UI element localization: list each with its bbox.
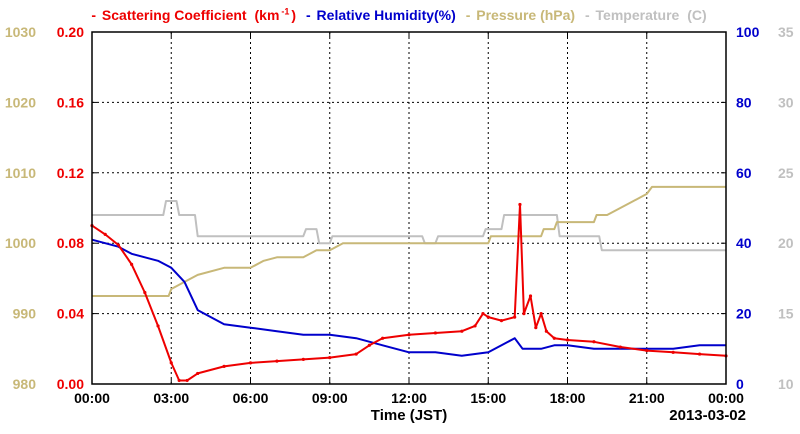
- chart-legend: - Scattering Coefficient (km -1) - Relati…: [0, 6, 800, 23]
- data-point-scattering: [460, 329, 464, 333]
- data-point-scattering: [328, 356, 332, 360]
- y-tick-label-pressure: 1000: [5, 235, 36, 251]
- series-line-scattering: [91, 203, 727, 382]
- x-axis-label: Time (JST): [371, 407, 447, 424]
- data-point-scattering: [196, 371, 200, 376]
- y-tick-label-humidity: 60: [736, 165, 752, 181]
- series-line-pressure: [92, 185, 726, 297]
- y-tick-label-scattering: 0.20: [57, 24, 84, 40]
- y-tick-label-pressure: 980: [13, 376, 37, 392]
- x-tick-label: 18:00: [550, 390, 586, 406]
- legend-humidity: - Relative Humidity(%): [305, 6, 456, 23]
- y-tick-label-humidity: 0: [736, 376, 744, 392]
- data-point-scattering: [513, 315, 517, 319]
- data-point-scattering: [618, 345, 622, 349]
- data-point-scattering: [222, 364, 226, 368]
- series-line-temperature: [92, 200, 726, 252]
- x-tick-label: 00:00: [708, 390, 744, 406]
- x-tick-label: 00:00: [74, 390, 110, 406]
- x-tick-label: 09:00: [312, 390, 348, 406]
- y-tick-label-temperature: 20: [778, 235, 794, 251]
- grid-lines: [92, 32, 726, 384]
- data-point-scattering: [671, 350, 675, 354]
- x-tick-label: 21:00: [629, 390, 665, 406]
- date-label: 2013-03-02: [669, 407, 746, 424]
- y-tick-label-pressure: 1010: [5, 165, 36, 181]
- y-tick-label-pressure: 1030: [5, 24, 36, 40]
- data-point-scattering: [697, 352, 702, 356]
- y-tick-label-scattering: 0.04: [57, 306, 84, 322]
- y-tick-label-humidity: 20: [736, 306, 752, 322]
- y-tick-label-scattering: 0.08: [57, 235, 84, 251]
- y-tick-label-scattering: 0.00: [57, 376, 84, 392]
- series-layer: [90, 185, 728, 383]
- y-tick-label-humidity: 80: [736, 94, 752, 110]
- data-point-scattering: [481, 312, 485, 316]
- data-point-scattering: [473, 324, 477, 328]
- data-point-scattering: [534, 326, 538, 330]
- data-point-scattering: [177, 378, 181, 383]
- data-point-scattering: [592, 340, 596, 344]
- x-tick-label: 15:00: [470, 390, 506, 406]
- data-point-scattering: [354, 352, 358, 356]
- y-tick-label-temperature: 30: [778, 94, 794, 110]
- y-tick-label-scattering: 0.16: [57, 94, 84, 110]
- data-point-scattering: [116, 243, 121, 247]
- y-tick-label-temperature: 15: [778, 306, 794, 322]
- data-point-scattering: [528, 294, 533, 298]
- y-tick-label-scattering: 0.12: [57, 165, 84, 181]
- data-point-scattering: [103, 232, 107, 236]
- data-point-scattering: [518, 202, 522, 207]
- series-line-humidity: [91, 238, 726, 357]
- data-point-scattering: [544, 329, 548, 333]
- tick-labels: 00:00 03:00 06:00 09:00 12:00 15:00 18:00 21:00…: [5, 24, 794, 406]
- legend-scattering: - Scattering Coefficient (km -1): [91, 6, 297, 23]
- data-point-scattering: [539, 312, 543, 316]
- data-point-scattering: [248, 361, 253, 365]
- x-tick-label: 06:00: [233, 390, 269, 406]
- y-tick-label-humidity: 40: [736, 235, 752, 251]
- data-point-scattering: [130, 262, 134, 266]
- data-point-scattering: [522, 312, 526, 316]
- data-point-scattering: [645, 348, 649, 353]
- data-point-scattering: [552, 336, 556, 340]
- data-point-scattering: [185, 378, 189, 383]
- data-point-scattering: [156, 324, 160, 328]
- data-point-scattering: [380, 336, 385, 340]
- y-tick-label-humidity: 100: [736, 24, 760, 40]
- y-tick-label-temperature: 25: [778, 165, 794, 181]
- x-tick-label: 12:00: [391, 390, 427, 406]
- data-point-scattering: [367, 343, 371, 347]
- data-point-scattering: [565, 338, 570, 342]
- legend-pressure: - Pressure (hPa): [465, 6, 576, 23]
- y-tick-label-pressure: 990: [13, 306, 37, 322]
- data-point-scattering: [301, 357, 305, 361]
- data-point-scattering: [275, 359, 279, 363]
- data-point-scattering: [433, 331, 438, 335]
- legend-temperature: - Temperature (C): [584, 6, 707, 23]
- y-tick-label-temperature: 35: [778, 24, 794, 40]
- y-tick-label-temperature: 10: [778, 376, 794, 392]
- x-tick-label: 03:00: [153, 390, 189, 406]
- data-point-scattering: [407, 333, 411, 337]
- data-point-scattering: [143, 290, 147, 295]
- data-point-scattering: [169, 361, 173, 365]
- data-point-scattering: [499, 319, 504, 323]
- y-tick-label-pressure: 1020: [5, 94, 36, 110]
- data-point-scattering: [486, 315, 490, 319]
